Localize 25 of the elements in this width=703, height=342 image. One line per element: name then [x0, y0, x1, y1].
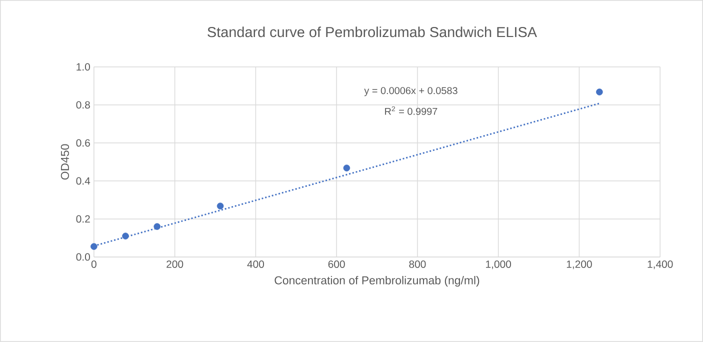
x-tick-label: 1,200	[566, 260, 592, 270]
y-axis-title: OD450	[60, 144, 70, 180]
y-tick-label: 0.2	[76, 215, 90, 223]
annotation: y = 0.0006x + 0.0583	[364, 87, 458, 96]
annotation: R$^{2}$ = 0.9997	[385, 106, 438, 115]
y-tick-label: 0.6	[76, 139, 90, 147]
y-tick-label: 0.4	[76, 177, 90, 185]
y-tick-label: 0.0	[76, 253, 90, 261]
point	[596, 88, 603, 96]
x-tick-label: 800	[409, 260, 426, 268]
x-tick-label: 400	[247, 260, 264, 268]
y-tick-label: 0.8	[76, 101, 90, 109]
point	[343, 164, 350, 172]
x-tick-label: 1,000	[486, 260, 512, 270]
point	[122, 232, 129, 240]
y-tick-label: 1.0	[76, 63, 90, 71]
x-tick-label: 600	[328, 260, 345, 268]
point	[154, 223, 160, 230]
x-tick-label: 1,400	[648, 260, 673, 270]
x-axis-title: Concentration of Pembrolizumab (ng/ml)	[274, 276, 480, 287]
x-tick-label: 0	[91, 260, 96, 268]
chart-title: Standard curve of Pembrolizumab Sandwich ELISA	[208, 26, 537, 38]
point	[90, 243, 98, 250]
point	[216, 202, 224, 210]
x-tick-label: 200	[166, 260, 184, 268]
